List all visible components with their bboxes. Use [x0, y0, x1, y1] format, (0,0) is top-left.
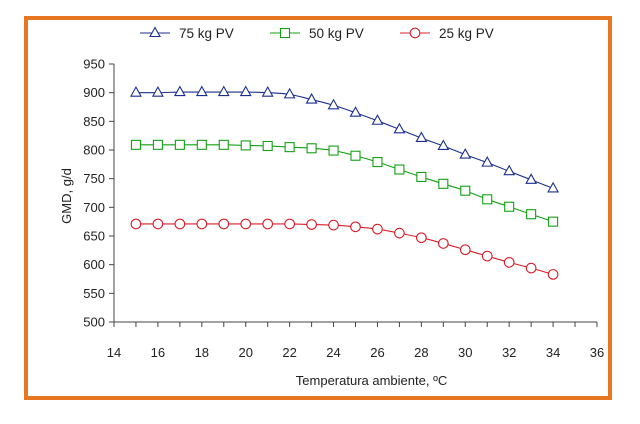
data-point	[393, 122, 406, 134]
data-point	[174, 139, 185, 150]
data-point	[548, 216, 559, 227]
data-point	[482, 194, 493, 205]
y-axis-title: GMD, g/d	[59, 168, 74, 224]
data-point	[283, 87, 296, 99]
y-tick-label: 800	[83, 143, 105, 158]
x-tick-label: 28	[414, 345, 428, 360]
legend-item: 50 kg PV	[270, 26, 364, 41]
data-point	[416, 232, 427, 244]
data-point	[240, 218, 252, 230]
data-point	[350, 150, 361, 161]
data-point	[394, 164, 405, 175]
data-point	[481, 155, 494, 167]
x-tick-label: 26	[370, 345, 384, 360]
legend-label: 75 kg PV	[179, 26, 234, 41]
data-point	[152, 139, 163, 150]
legend-marker	[409, 27, 421, 39]
legend-marker	[279, 27, 291, 39]
data-point	[151, 86, 164, 97]
y-tick-label: 550	[83, 286, 105, 301]
data-point	[152, 218, 164, 230]
y-tick-label: 600	[83, 257, 105, 272]
data-point	[372, 156, 383, 168]
data-point	[459, 147, 472, 159]
y-tick-label: 650	[83, 229, 105, 244]
data-point	[437, 238, 449, 249]
x-tick-label: 30	[458, 345, 472, 360]
data-point	[350, 221, 361, 233]
data-point	[306, 143, 317, 154]
data-point	[459, 244, 471, 256]
data-point	[328, 145, 339, 156]
data-point	[196, 218, 208, 230]
data-point	[195, 85, 208, 97]
data-point	[217, 85, 230, 97]
data-point	[130, 86, 142, 97]
x-axis-title: Temperatura ambiente, ºC	[296, 373, 447, 388]
data-point	[503, 257, 515, 268]
data-point	[327, 98, 340, 110]
x-tick-label: 18	[195, 345, 209, 360]
data-point	[262, 218, 274, 230]
data-point	[328, 219, 339, 231]
data-point	[305, 92, 318, 104]
data-point	[394, 227, 405, 239]
data-point	[372, 223, 383, 235]
y-tick-label: 900	[83, 85, 105, 100]
data-point	[218, 139, 229, 150]
data-point	[284, 218, 295, 230]
data-point	[174, 218, 186, 230]
data-point	[284, 142, 295, 153]
data-point	[415, 131, 428, 143]
data-point	[349, 106, 362, 117]
data-point	[460, 185, 471, 196]
legend-item: 75 kg PV	[140, 26, 234, 41]
legend-label: 25 kg PV	[439, 26, 494, 41]
data-point	[173, 85, 186, 97]
data-point	[525, 173, 538, 184]
data-point	[262, 140, 273, 152]
data-point	[525, 262, 537, 274]
y-tick-label: 750	[83, 171, 105, 186]
series-line	[135, 144, 554, 223]
data-point	[371, 114, 384, 125]
data-point	[437, 139, 450, 151]
x-tick-label: 20	[238, 345, 252, 360]
data-point	[306, 219, 317, 230]
x-tick-label: 22	[282, 345, 296, 360]
data-point	[239, 85, 252, 97]
data-point	[547, 181, 560, 193]
x-tick-label: 24	[326, 345, 340, 360]
x-tick-label: 16	[151, 345, 165, 360]
data-point	[240, 140, 251, 151]
series-square	[130, 139, 559, 227]
data-point	[130, 218, 142, 230]
x-tick-label: 36	[590, 345, 604, 360]
x-tick-label: 14	[107, 345, 121, 360]
y-tick-label: 500	[83, 315, 105, 330]
data-point	[481, 250, 493, 262]
y-tick-label: 700	[83, 200, 105, 215]
data-point	[218, 218, 230, 230]
series-triangle	[130, 85, 560, 193]
x-tick-label: 34	[546, 345, 560, 360]
data-point	[261, 86, 274, 97]
data-point	[416, 171, 427, 182]
data-point	[504, 201, 515, 212]
y-tick-label: 950	[83, 57, 105, 72]
y-tick-label: 850	[83, 114, 105, 129]
x-tick-label: 32	[502, 345, 516, 360]
data-point	[547, 269, 559, 280]
legend-item: 25 kg PV	[400, 26, 494, 41]
series-line	[135, 223, 554, 275]
series-circle	[130, 218, 559, 280]
data-point	[526, 209, 537, 220]
legend-marker	[149, 26, 161, 38]
data-point	[438, 178, 449, 189]
data-point	[130, 139, 142, 150]
legend-label: 50 kg PV	[309, 26, 364, 41]
data-point	[503, 164, 516, 176]
data-point	[196, 139, 207, 150]
